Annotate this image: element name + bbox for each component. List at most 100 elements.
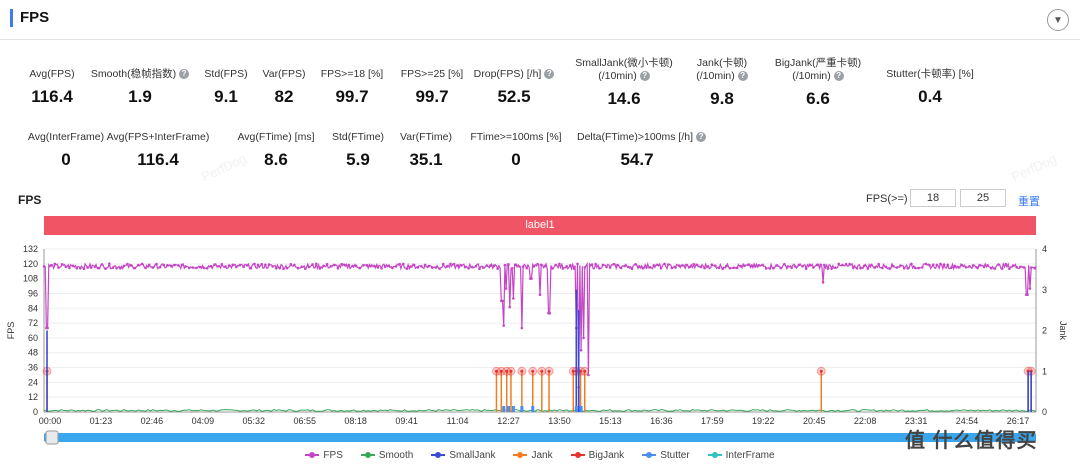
fps-point [1026, 293, 1029, 296]
timeline-handle[interactable] [45, 430, 59, 445]
metric-metrics2-0: Avg(InterFrame) 0 [6, 131, 126, 170]
fps-point [289, 263, 293, 266]
x-tick-label: 11:04 [447, 416, 469, 426]
metric-value: 99.7 [415, 87, 449, 106]
legend-item-stutter[interactable]: Stutter [642, 448, 690, 462]
fps-point [793, 265, 797, 268]
fps-point [902, 266, 906, 270]
fps-point [260, 262, 264, 266]
metric-label: Jank(卡顿) (/10min)? [662, 57, 782, 83]
fps-point [372, 264, 376, 268]
legend-item-fps[interactable]: FPS [305, 448, 343, 462]
fps-point [656, 263, 659, 267]
label-bar[interactable]: label1 [44, 216, 1036, 235]
fps-point [703, 266, 706, 270]
fps-point [416, 266, 420, 269]
fps-point [743, 264, 746, 268]
fps-point [220, 262, 224, 266]
fps-point [46, 326, 49, 330]
legend-item-interframe[interactable]: InterFrame [707, 448, 775, 462]
fps-point [779, 266, 783, 270]
fps-point [441, 262, 445, 266]
fps-point [133, 266, 137, 270]
fps-point [710, 263, 714, 266]
legend-item-smalljank[interactable]: SmallJank [431, 448, 495, 462]
metric-metrics1-2: Std(FPS) 9.1 [166, 68, 286, 107]
fps-point [587, 373, 590, 377]
fps-point [986, 264, 989, 267]
fps-point [496, 267, 499, 270]
fps-point [572, 267, 576, 270]
fps-point [213, 263, 216, 266]
fps-point [510, 266, 514, 270]
fps-point [964, 265, 968, 269]
collapse-chevron-icon[interactable]: ▼ [1047, 9, 1069, 31]
fps-point [630, 267, 634, 271]
help-icon[interactable]: ? [833, 71, 844, 82]
y-tick-label: 12 [28, 392, 38, 402]
metric-metrics1-3: Var(FPS) 82 [224, 68, 344, 107]
metric-label-text: Avg(InterFrame) [27, 131, 105, 143]
y2-tick-label: 0 [1042, 407, 1047, 417]
fps-point [206, 266, 209, 270]
fps-point [659, 266, 663, 270]
legend-item-smooth[interactable]: Smooth [360, 448, 413, 462]
fps-point [489, 264, 492, 267]
fps-point [735, 266, 739, 270]
fps-point [166, 263, 169, 267]
help-icon[interactable]: ? [696, 132, 707, 143]
fps-point [300, 265, 303, 269]
metric-label: Std(FPS) [166, 68, 286, 81]
fps-point [772, 266, 775, 270]
fps-point [721, 267, 724, 270]
fps-point [590, 263, 594, 266]
fps-point [162, 263, 166, 267]
fps-point [757, 263, 761, 267]
legend-item-bigjank[interactable]: BigJank [570, 448, 624, 462]
fps-point [652, 264, 656, 267]
fps-point [354, 264, 358, 268]
metric-label: FPS>=18 [%] [292, 68, 412, 81]
fps-point [184, 265, 187, 268]
fps-point [431, 266, 434, 269]
fps-threshold-input-2[interactable] [960, 189, 1006, 207]
x-tick-label: 17:59 [701, 416, 724, 426]
fps-point [844, 262, 848, 266]
fps-point [351, 264, 354, 268]
fps-point [463, 265, 467, 269]
legend-item-jank[interactable]: Jank [513, 448, 553, 462]
metric-label-text: Jank(卡顿) [696, 57, 748, 69]
x-tick-label: 13:50 [548, 416, 571, 426]
fps-point [935, 263, 939, 267]
reset-link[interactable]: 重置 [1018, 196, 1040, 208]
fps-point [151, 266, 155, 269]
fps-point [307, 265, 311, 269]
fps-point [989, 266, 993, 270]
fps-point [380, 266, 383, 270]
fps-point [873, 266, 877, 269]
help-icon[interactable]: ? [737, 71, 748, 82]
fps-point [216, 264, 220, 268]
help-icon[interactable]: ? [639, 71, 650, 82]
fps-threshold-input-1[interactable] [910, 189, 956, 207]
fps-point [899, 264, 902, 267]
metric-label-text: FPS>=18 [%] [320, 68, 384, 80]
fps-point [594, 262, 597, 266]
fps-point [75, 267, 78, 270]
fps-point [60, 262, 64, 266]
help-icon[interactable]: ? [179, 69, 190, 80]
metric-label: FPS>=25 [%] [372, 68, 492, 81]
fps-point [623, 264, 626, 268]
x-tick-label: 23:31 [905, 416, 928, 426]
fps-point [394, 265, 398, 268]
fps-point [1011, 264, 1015, 267]
fps-filter-label: FPS(>=) [866, 193, 908, 205]
help-icon[interactable]: ? [544, 69, 555, 80]
metric-value: 9.8 [710, 89, 734, 108]
metric-metrics1-4: FPS>=18 [%] 99.7 [292, 68, 412, 107]
stutter-bar [502, 406, 506, 412]
fps-point [627, 265, 630, 269]
fps-point [140, 262, 144, 266]
legend-swatch [431, 452, 446, 458]
